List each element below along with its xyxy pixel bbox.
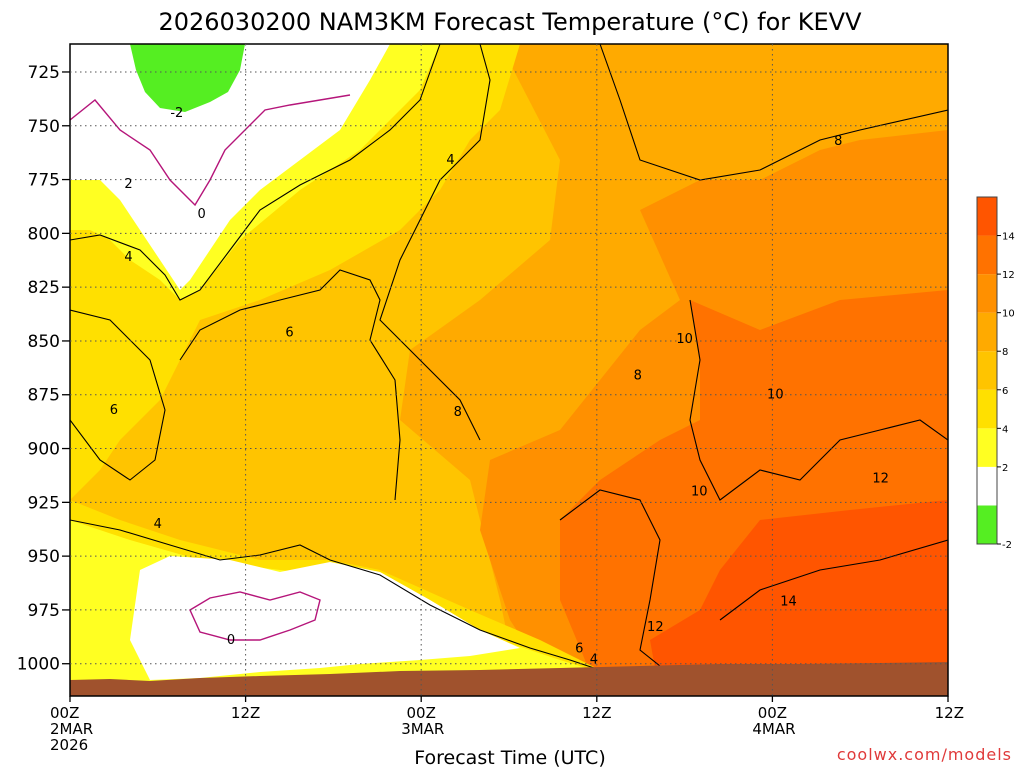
x-tick-label: 00Z bbox=[758, 704, 787, 722]
colorbar-swatch bbox=[977, 466, 997, 506]
x-tick-label: 12Z bbox=[231, 704, 260, 722]
x-tick-label: 2MAR bbox=[50, 720, 93, 738]
contour-label: 4 bbox=[590, 652, 598, 667]
contour-line-6C bbox=[70, 309, 166, 481]
contour-label: 10 bbox=[767, 388, 784, 403]
plot-frame bbox=[69, 43, 949, 697]
colorbar-swatch bbox=[977, 505, 997, 544]
colorbar-tick-label: 8 bbox=[1002, 347, 1008, 358]
colorbar-tick-label: 12 bbox=[1002, 270, 1015, 281]
contour-label: 8 bbox=[454, 405, 462, 420]
x-axis-label: Forecast Time (UTC) bbox=[414, 747, 605, 768]
contour-label: 6 bbox=[110, 403, 118, 418]
contour-line-12C bbox=[559, 489, 661, 667]
watermark-text: coolwx.com/models bbox=[837, 745, 1012, 764]
colorbar-swatch bbox=[977, 428, 997, 467]
x-tick-label: 12Z bbox=[935, 704, 964, 722]
y-tick-label: 850 bbox=[28, 332, 60, 352]
colorbar-swatch bbox=[977, 351, 997, 390]
temperature-field-0to2-upper-region bbox=[70, 44, 390, 290]
chart-title: 2026030200 NAM3KM Forecast Temperature (… bbox=[158, 8, 862, 36]
y-tick-label: 825 bbox=[28, 278, 60, 298]
temperature-field-0to2-lower-region bbox=[130, 556, 520, 680]
x-tick-label: 3MAR bbox=[401, 720, 444, 738]
colorbar-tick-label: 14 bbox=[1002, 232, 1015, 243]
gridlines bbox=[70, 44, 948, 696]
colorbar-tick-label: -2 bbox=[1002, 540, 1012, 551]
contour-label: 6 bbox=[285, 325, 293, 340]
y-tick-label: 800 bbox=[28, 224, 60, 244]
contour-label: 0 bbox=[227, 633, 235, 648]
colorbar-tick-label: 10 bbox=[1002, 309, 1015, 320]
contour-label: 8 bbox=[634, 368, 642, 383]
y-tick-label: 875 bbox=[28, 386, 60, 406]
y-tick-label: 1000 bbox=[17, 655, 60, 675]
colorbar-swatch bbox=[977, 197, 997, 236]
plot-area bbox=[70, 44, 948, 696]
contour-label: 8 bbox=[834, 134, 842, 149]
x-tick-label: 2026 bbox=[50, 736, 88, 754]
contour-label: -2 bbox=[170, 106, 183, 121]
contour-label: 12 bbox=[647, 620, 664, 635]
colorbar-swatch bbox=[977, 312, 997, 352]
contour-label: 6 bbox=[575, 642, 583, 657]
y-tick-label: 925 bbox=[28, 493, 60, 513]
contour-label: 0 bbox=[198, 207, 206, 222]
temperature-field-below-minus2-region bbox=[130, 44, 245, 112]
y-tick-label: 725 bbox=[28, 63, 60, 83]
x-tick-label: 00Z bbox=[407, 704, 436, 722]
temperature-field-12to14-region bbox=[650, 500, 948, 696]
y-axis: 725 750 775 800 825 850 875 900 925 950 975 1000 bbox=[17, 63, 70, 675]
contour-label: 10 bbox=[691, 485, 708, 500]
contour-line-8C-east bbox=[599, 44, 948, 181]
x-tick-label: 12Z bbox=[582, 704, 611, 722]
contour-label: 14 bbox=[780, 594, 797, 609]
contour-line-14C bbox=[719, 539, 948, 621]
colorbar-swatch bbox=[977, 274, 997, 313]
colorbar-swatch bbox=[977, 235, 997, 275]
colorbar-tick-label: 4 bbox=[1002, 424, 1008, 435]
y-tick-label: 950 bbox=[28, 547, 60, 567]
contour-label: 4 bbox=[124, 250, 132, 265]
contour-label: 2 bbox=[124, 177, 132, 192]
y-tick-label: 750 bbox=[28, 117, 60, 137]
contour-line-10C bbox=[689, 299, 948, 501]
colorbar-legend: -2 2 4 6 8 10 12 14 bbox=[976, 196, 1015, 551]
x-tick-label: 4MAR bbox=[752, 720, 795, 738]
contour-line-6C-mid bbox=[179, 269, 401, 501]
colorbar-frame bbox=[976, 196, 998, 545]
contour-label: 4 bbox=[446, 153, 454, 168]
contour-lines bbox=[70, 44, 948, 671]
colorbar-tick-label: 6 bbox=[1002, 386, 1008, 397]
colorbar-tick-label: 2 bbox=[1002, 463, 1008, 474]
contour-line-0C-lower bbox=[189, 591, 321, 641]
y-tick-label: 900 bbox=[28, 440, 60, 460]
y-tick-label: 975 bbox=[28, 601, 60, 621]
contour-label: 10 bbox=[676, 332, 693, 347]
contour-label: 12 bbox=[872, 472, 889, 487]
ground-surface bbox=[70, 662, 948, 696]
x-tick-label: 00Z bbox=[50, 704, 79, 722]
y-tick-label: 775 bbox=[28, 171, 60, 191]
contour-label: 4 bbox=[154, 517, 162, 532]
contour-line-8C bbox=[379, 44, 491, 441]
contour-line-4C-lower bbox=[70, 519, 601, 671]
contour-line-4C-upper bbox=[70, 44, 441, 301]
colorbar-swatch bbox=[977, 389, 997, 429]
